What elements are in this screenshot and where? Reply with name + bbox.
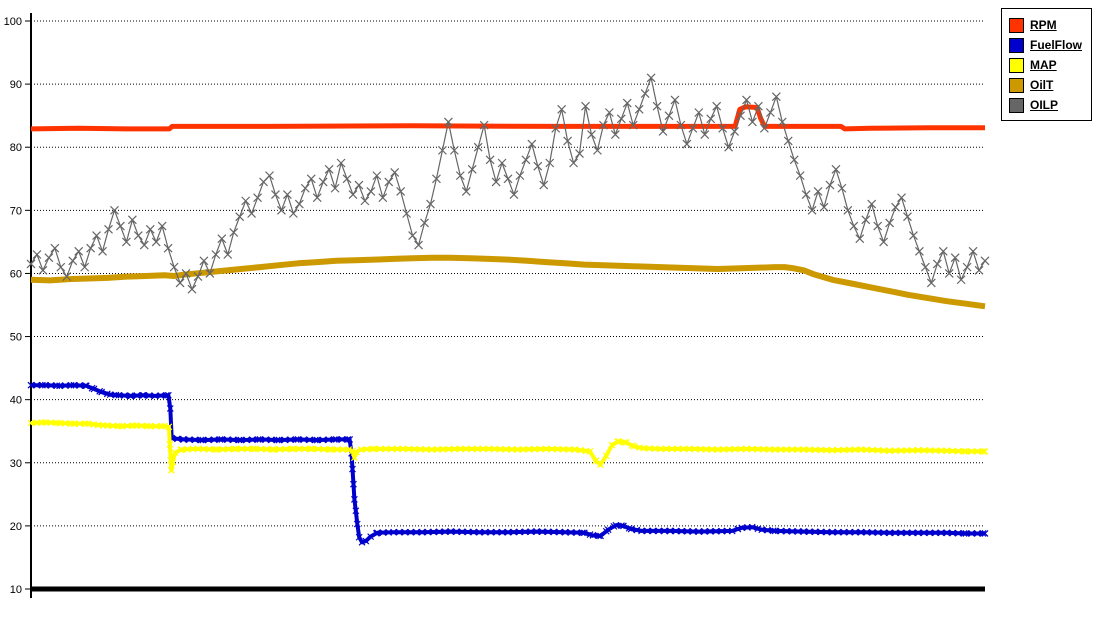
- y-tick-label-80: 80: [10, 142, 22, 154]
- legend-box: RPM FuelFlow MAP OilT OILP: [1001, 8, 1092, 121]
- series-map: [27, 418, 989, 474]
- series-oilt: [30, 254, 986, 310]
- legend-label-oilp: OILP: [1030, 97, 1059, 112]
- legend-item-oilp[interactable]: OILP: [1009, 95, 1082, 115]
- y-axis: 10 20 30 40 50 60 70 80 90 100: [4, 13, 985, 598]
- y-tick-label-70: 70: [10, 205, 22, 217]
- legend-item-map[interactable]: MAP: [1009, 55, 1082, 75]
- legend-label-fuelflow: FuelFlow: [1030, 37, 1082, 52]
- legend-swatch-fuelflow: [1009, 37, 1024, 53]
- legend-label-map: MAP: [1030, 57, 1057, 72]
- y-tick-label-50: 50: [10, 332, 22, 344]
- legend-swatch-map: [1009, 57, 1024, 73]
- legend-label-rpm: RPM: [1030, 17, 1057, 32]
- y-tick-label-20: 20: [10, 521, 22, 533]
- legend-item-rpm[interactable]: RPM: [1009, 15, 1082, 35]
- legend-swatch-oilt: [1009, 77, 1024, 93]
- y-tick-label-100: 100: [4, 16, 22, 28]
- series-rpm: [30, 104, 985, 132]
- series-oilp: [26, 73, 990, 294]
- y-tick-label-40: 40: [10, 395, 22, 407]
- y-tick-label-60: 60: [10, 268, 22, 280]
- y-tick-label-10: 10: [10, 584, 22, 596]
- legend-label-oilt: OilT: [1030, 77, 1054, 92]
- legend-item-fuelflow[interactable]: FuelFlow: [1009, 35, 1082, 55]
- y-tick-label-90: 90: [10, 79, 22, 91]
- legend-swatch-oilp: [1009, 97, 1024, 113]
- legend-swatch-rpm: [1009, 17, 1024, 33]
- legend-item-oilt[interactable]: OilT: [1009, 75, 1082, 95]
- y-tick-label-30: 30: [10, 458, 22, 470]
- series-fuelflow: [27, 381, 989, 546]
